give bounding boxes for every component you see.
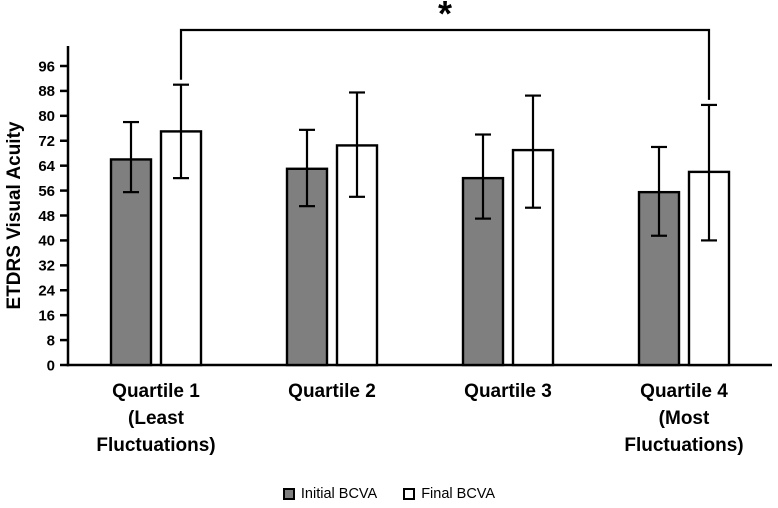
y-tick-label: 40 bbox=[38, 233, 55, 250]
bar-initial-bcva-group1 bbox=[109, 158, 153, 367]
category-label: Quartile 1 bbox=[112, 381, 200, 402]
significance-bracket bbox=[179, 28, 711, 100]
legend-item-final-bcva: Final BCVA bbox=[403, 486, 495, 502]
y-tick-label: 0 bbox=[47, 357, 55, 374]
y-tick-label: 88 bbox=[38, 83, 55, 100]
legend-item-initial-bcva: Initial BCVA bbox=[282, 486, 378, 502]
category-label: Quartile 2 bbox=[288, 381, 376, 402]
y-tick-label: 32 bbox=[38, 258, 55, 275]
category-label: Fluctuations) bbox=[624, 435, 743, 456]
y-tick-label: 72 bbox=[38, 133, 55, 150]
category-label: Quartile 3 bbox=[464, 381, 552, 402]
y-tick-label: 8 bbox=[47, 332, 55, 349]
category-label: (Most bbox=[659, 408, 710, 429]
legend: Initial BCVA Final BCVA bbox=[0, 486, 778, 502]
y-tick-label: 16 bbox=[38, 307, 55, 324]
bar-chart: 0 8 16 24 32 40 48 56 64 72 80 88 96 ETDRS Visual Acu… bbox=[4, 0, 772, 456]
legend-label-final-bcva: Final BCVA bbox=[421, 486, 496, 502]
category-label: (Least bbox=[128, 408, 185, 429]
y-tick-label: 80 bbox=[38, 108, 55, 125]
category-label: Quartile 4 bbox=[640, 381, 728, 402]
legend-swatch-final-bcva bbox=[403, 488, 416, 500]
y-tick-label: 48 bbox=[38, 208, 55, 225]
y-axis-title: ETDRS Visual Acuity bbox=[4, 121, 25, 309]
category-label: Fluctuations) bbox=[96, 435, 215, 456]
y-tick-label: 96 bbox=[38, 58, 55, 75]
legend-swatch-initial-bcva bbox=[282, 488, 295, 500]
y-tick-label: 24 bbox=[38, 283, 55, 300]
y-tick-label: 64 bbox=[38, 158, 55, 175]
significance-star: * bbox=[438, 0, 452, 34]
y-tick-label: 56 bbox=[38, 183, 55, 200]
legend-label-initial-bcva: Initial BCVA bbox=[300, 486, 378, 502]
